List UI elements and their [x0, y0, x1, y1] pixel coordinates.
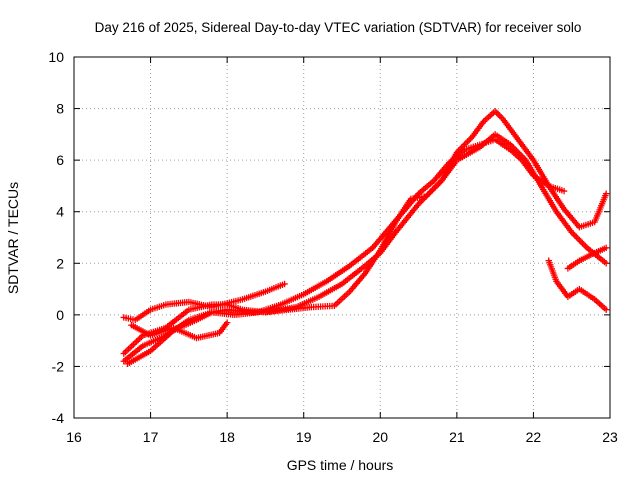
x-tick-label: 19: [296, 429, 312, 445]
y-tick-label: 8: [56, 101, 64, 117]
data-point: [576, 236, 583, 244]
series-track-5: [564, 244, 610, 272]
data-point: [573, 233, 580, 241]
grid-lines: [74, 57, 610, 418]
y-tick-label: -4: [52, 410, 65, 426]
data-point: [602, 260, 610, 267]
data-point: [580, 241, 588, 248]
y-tick-label: 10: [48, 49, 64, 65]
data-point: [465, 136, 473, 144]
x-tick-label: 16: [66, 429, 82, 445]
plot-frame: [73, 56, 611, 419]
data-point: [560, 187, 568, 195]
data-point: [432, 183, 439, 191]
x-axis-label: GPS time / hours: [287, 457, 394, 473]
tick-labels: 16 17 18 19 20 21 22 23 -4 -2 0 2 4 6 8 10: [48, 49, 618, 445]
y-tick-label: 6: [56, 152, 64, 168]
x-tick-label: 18: [219, 429, 235, 445]
data-point: [426, 189, 433, 197]
axes: [73, 56, 611, 419]
y-tick-label: -2: [52, 358, 65, 374]
data-point: [433, 182, 441, 189]
x-tick-label: 20: [372, 429, 388, 445]
data-point: [427, 188, 435, 195]
data-point: [602, 244, 610, 252]
data-point: [602, 306, 610, 313]
y-axis-label: SDTVAR / TECUs: [5, 182, 21, 294]
data-point: [493, 109, 500, 116]
x-tick-label: 22: [526, 429, 542, 445]
data-point: [281, 280, 288, 288]
x-tick-label: 21: [449, 429, 465, 445]
data-point: [571, 232, 578, 239]
y-tick-label: 0: [56, 307, 64, 323]
x-tick-label: 17: [143, 429, 159, 445]
data-point: [579, 239, 586, 247]
x-tick-label: 23: [602, 429, 618, 445]
chart-title: Day 216 of 2025, Sidereal Day-to-day VTE…: [95, 20, 582, 35]
y-tick-label: 4: [56, 204, 64, 220]
series-track-7: [545, 257, 610, 313]
data-point: [464, 138, 471, 145]
series-track-3: [120, 136, 568, 365]
data-point: [577, 238, 585, 245]
data-point: [582, 243, 589, 250]
data-marks: [120, 107, 610, 368]
data-point: [223, 319, 231, 326]
series-track-6: [128, 319, 231, 342]
data-point: [430, 185, 438, 192]
data-point: [429, 186, 436, 194]
y-tick-label: 2: [56, 255, 64, 271]
data-point: [574, 235, 582, 242]
data-point: [602, 190, 610, 197]
data-point: [435, 180, 442, 188]
data-point: [496, 112, 503, 119]
